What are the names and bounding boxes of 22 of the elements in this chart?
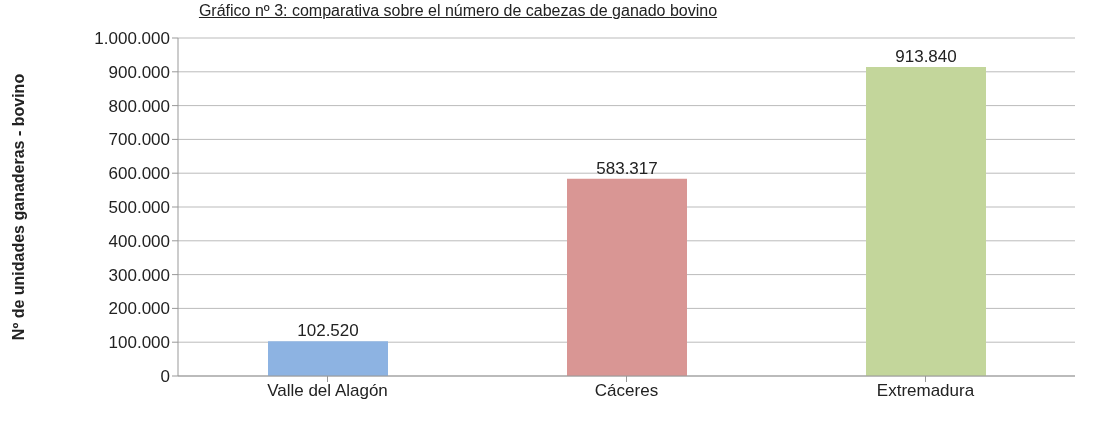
data-label: 102.520: [297, 321, 359, 341]
x-tick-label: Cáceres: [594, 381, 659, 401]
data-label: 913.840: [895, 47, 957, 67]
y-tick-label: 900.000: [108, 62, 170, 82]
y-tick-label: 200.000: [108, 299, 170, 319]
y-tick-label: 800.000: [108, 96, 170, 116]
y-tick-label: 700.000: [108, 130, 170, 150]
x-tick-label: Extremadura: [876, 381, 975, 401]
y-axis-title: Nº de unidades ganaderas - bovino: [9, 73, 27, 341]
bar: [567, 178, 687, 376]
y-tick-label: 400.000: [108, 231, 170, 251]
y-tick-label: 1.000.000: [94, 29, 170, 49]
bar: [268, 341, 388, 376]
bar: [866, 67, 986, 376]
y-tick-label: 600.000: [108, 164, 170, 184]
x-tick-label: Valle del Alagón: [267, 381, 388, 401]
y-tick-label: 500.000: [108, 198, 170, 218]
y-tick-label: 0: [160, 367, 170, 387]
chart-title: Gráfico nº 3: comparativa sobre el número de cabezas de ganado bovino: [197, 2, 719, 20]
y-tick-label: 100.000: [108, 333, 170, 353]
y-tick-label: 300.000: [108, 265, 170, 285]
data-label: 583.317: [596, 158, 658, 178]
